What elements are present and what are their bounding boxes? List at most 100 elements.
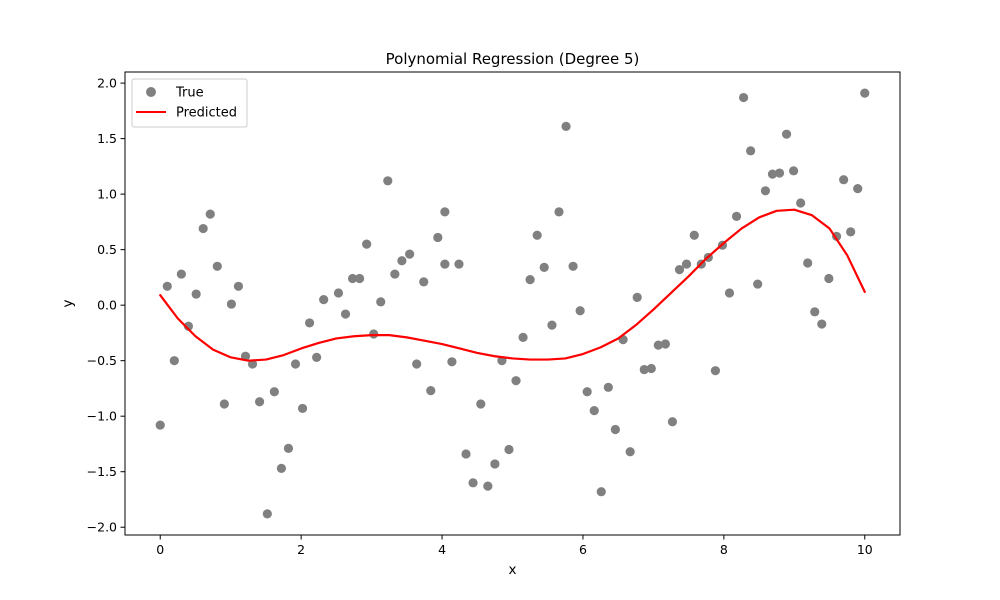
scatter-point — [539, 262, 549, 273]
scatter-point — [490, 459, 500, 469]
legend-true-marker — [146, 87, 156, 97]
scatter-point — [440, 259, 450, 269]
scatter-point — [789, 166, 799, 176]
scatter-point — [547, 320, 557, 330]
scatter-point — [639, 364, 649, 375]
x-tick-label: 0 — [156, 542, 164, 557]
x-axis-label: x — [509, 562, 517, 578]
predicted-line — [159, 208, 866, 362]
scatter-point — [767, 169, 778, 179]
scatter-point — [846, 227, 856, 237]
scatter-point — [839, 175, 849, 185]
scatter-point — [674, 265, 685, 275]
scatter-point — [810, 307, 820, 317]
scatter-point — [554, 207, 564, 217]
scatter-point — [817, 319, 827, 329]
scatter-point — [191, 289, 201, 299]
scatter-point — [625, 447, 635, 457]
scatter-point — [390, 269, 400, 279]
scatter-point — [262, 509, 272, 519]
scatter-point — [233, 281, 244, 291]
scatter-point — [333, 288, 344, 298]
legend-frame — [131, 78, 248, 128]
scatter-point — [405, 249, 415, 259]
scatter-point — [746, 146, 756, 156]
scatter-point — [796, 198, 806, 208]
scatter-point — [169, 356, 179, 366]
scatter-point — [340, 309, 351, 319]
x-tick-label: 4 — [438, 542, 446, 557]
scatter-point — [824, 273, 834, 284]
scatter-point — [518, 332, 528, 342]
scatter-point — [660, 339, 670, 349]
scatter-point — [860, 88, 870, 98]
scatter-point — [596, 487, 606, 497]
x-tick-label: 6 — [579, 542, 587, 557]
scatter-point — [183, 321, 194, 331]
scatter-point — [276, 463, 287, 473]
scatter-point — [219, 399, 229, 409]
scatter-point — [226, 299, 236, 309]
scatter-point — [297, 403, 308, 414]
y-tick-label: −1.5 — [87, 464, 117, 479]
y-tick-label: 2.0 — [97, 76, 117, 91]
scatter-point — [561, 121, 571, 132]
scatter-point — [376, 297, 386, 307]
scatter-point — [803, 258, 813, 268]
scatter-point — [369, 329, 379, 339]
scatter-point — [362, 239, 372, 249]
scatter-point — [753, 279, 763, 289]
scatter-point — [575, 306, 585, 316]
legend: True Predicted — [131, 78, 248, 128]
plot-frame — [124, 71, 901, 536]
scatter-point — [476, 399, 486, 409]
scatter-point — [710, 366, 721, 376]
scatter-point — [667, 417, 678, 427]
predicted-line-layer — [159, 208, 866, 362]
scatter-point — [532, 230, 542, 240]
scatter-point — [525, 275, 535, 285]
y-tick-label: 1.0 — [97, 187, 117, 202]
scatter-point — [468, 478, 478, 488]
scatter-point — [731, 211, 742, 221]
scatter-point — [319, 295, 329, 305]
y-tick-label: −1.0 — [87, 409, 117, 424]
x-axis-ticks: 0 2 4 6 8 10 — [156, 535, 873, 557]
scatter-point — [760, 186, 771, 196]
scatter-point — [461, 449, 471, 459]
scatter-point — [681, 259, 692, 269]
x-tick-label: 10 — [857, 542, 873, 557]
chart-title: Polynomial Regression (Degree 5) — [386, 50, 640, 68]
scatter-point — [603, 382, 613, 392]
y-tick-label: 1.5 — [97, 131, 117, 146]
y-tick-label: −0.5 — [87, 353, 117, 368]
scatter-point — [155, 420, 165, 430]
scatter-point — [304, 318, 315, 328]
scatter-point — [433, 232, 443, 243]
scatter-point — [419, 277, 429, 287]
scatter-point — [397, 256, 407, 266]
scatter-point — [454, 259, 464, 269]
scatter-point — [582, 387, 592, 397]
scatter-points — [155, 88, 870, 519]
legend-true-label: True — [175, 86, 204, 101]
scatter-point — [738, 92, 749, 103]
legend-predicted-label: Predicted — [176, 106, 237, 121]
scatter-point — [610, 424, 620, 435]
scatter-point — [426, 386, 436, 396]
scatter-point — [355, 273, 365, 284]
scatter-point — [632, 292, 642, 302]
scatter-point — [312, 352, 322, 362]
scatter-point — [176, 269, 186, 279]
scatter-point — [212, 261, 222, 271]
x-tick-label: 2 — [297, 542, 305, 557]
scatter-point — [290, 359, 301, 369]
y-axis-ticks: −2.0 −1.5 −1.0 −0.5 0.0 0.5 1.0 1.5 2.0 — [87, 76, 125, 535]
x-tick-label: 8 — [720, 542, 728, 557]
y-tick-label: 0.0 — [97, 298, 117, 313]
scatter-point — [504, 444, 514, 455]
scatter-point — [774, 168, 785, 178]
scatter-point — [283, 443, 294, 453]
scatter-point — [853, 183, 863, 194]
